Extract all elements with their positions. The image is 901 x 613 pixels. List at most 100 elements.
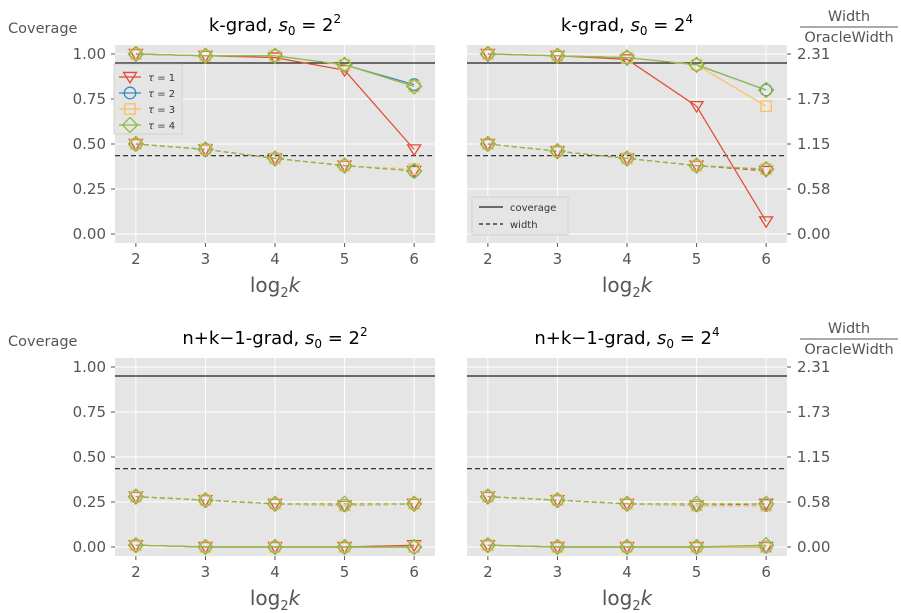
width-diamond-marker: [479, 488, 497, 506]
coverage-triangle-down-marker: [758, 541, 774, 555]
coverage-diamond-marker: [405, 77, 423, 95]
width-diamond-marker: [757, 495, 775, 513]
width-diamond-marker: [266, 495, 284, 513]
coverage-square-marker: [760, 100, 772, 113]
x-tick-label: 2: [131, 250, 141, 268]
width-triangle-down-marker: [619, 153, 635, 166]
panel-title: k-grad, s0 = 22: [209, 12, 341, 38]
panel-title: n+k−1-grad, s0 = 24: [534, 325, 719, 351]
y-tick-label: 0.75: [73, 403, 106, 421]
coverage-triangle-down-marker: [619, 541, 635, 555]
width-diamond-marker: [127, 488, 145, 506]
coverage-diamond-marker: [197, 47, 214, 65]
legend-coverage-label: coverage: [510, 203, 556, 214]
coverage-diamond-marker: [618, 538, 636, 556]
x-axis-label: log2k: [250, 273, 302, 301]
width-square-marker: [482, 490, 494, 503]
coverage-triangle-down-marker: [267, 52, 283, 65]
width-series-line-tau-4: [135, 496, 415, 505]
width-square-marker: [482, 138, 494, 150]
width-diamond-marker: [336, 157, 353, 175]
width-diamond-marker: [549, 491, 566, 509]
coverage-circle-marker: [759, 83, 773, 97]
line-style-legend: coverage width: [471, 196, 569, 236]
x-tick-label: 5: [692, 563, 702, 581]
x-tick-label: 3: [553, 250, 563, 268]
coverage-diamond-marker: [266, 538, 284, 556]
x-tick-label: 6: [409, 250, 419, 268]
width-diamond-marker: [549, 142, 566, 160]
legend-square-icon: [124, 103, 136, 115]
right-y-tick-label: 2.31: [797, 358, 830, 376]
width-diamond-marker: [336, 495, 353, 513]
coverage-triangle-down-marker: [549, 541, 566, 555]
chart-panel-1: 2 3 4 5 6 0.00 0.25 0.50 0.75 1.00 k-grad, s0 = 22…: [73, 12, 435, 301]
panel-title: n+k−1-grad, s0 = 22: [182, 325, 367, 351]
width-diamond-marker: [405, 495, 423, 513]
x-tick-label: 6: [409, 563, 419, 581]
tau-legend-label-3: τ = 3: [148, 105, 175, 116]
coverage-triangle-down-marker: [758, 216, 774, 229]
coverage-diamond-marker: [757, 81, 775, 99]
coverage-diamond-marker: [127, 45, 145, 63]
right-y-tick-label: 1.15: [797, 448, 830, 466]
right-y-tick-label: 1.73: [797, 90, 830, 108]
x-tick-label: 4: [622, 250, 632, 268]
coverage-triangle-down-marker: [688, 101, 705, 114]
coverage-diamond-marker: [336, 538, 353, 556]
x-axis-label: log2k: [602, 273, 654, 301]
width-series-line-tau-4: [487, 496, 767, 505]
right-y-tick-label: 2.31: [797, 45, 830, 63]
y-tick-label: 0.50: [73, 135, 106, 153]
y-tick-label: 1.00: [73, 358, 106, 376]
x-tick-label: 3: [553, 563, 563, 581]
panel-title: k-grad, s0 = 24: [561, 12, 693, 38]
coverage-series-line-tau-4: [487, 53, 767, 91]
legend-diamond-icon: [121, 116, 139, 134]
coverage-series-line-tau-4: [135, 53, 415, 87]
coverage-diamond-marker: [479, 536, 497, 554]
x-tick-label: 5: [340, 563, 350, 581]
width-triangle-down-marker: [406, 165, 422, 179]
line-style-legend-box: [471, 196, 569, 236]
y-tick-label: 0.25: [73, 180, 106, 198]
coverage-diamond-marker: [197, 538, 214, 556]
coverage-series-line-tau-4: [135, 544, 415, 548]
y-tick-label: 0.75: [73, 90, 106, 108]
coverage-triangle-down-marker: [336, 65, 353, 78]
width-diamond-marker: [197, 140, 214, 158]
coverage-diamond-marker: [336, 56, 353, 74]
right-y-tick-label: 0.58: [797, 493, 830, 511]
x-tick-label: 4: [622, 563, 632, 581]
coverage-diamond-marker: [549, 538, 566, 556]
coverage-triangle-down-marker: [406, 144, 422, 157]
right-y-tick-label: 0.00: [797, 225, 830, 243]
width-diamond-marker: [266, 149, 284, 167]
tau-legend-label-2: τ = 2: [148, 89, 175, 100]
x-tick-label: 2: [131, 563, 141, 581]
width-diamond-marker: [197, 491, 214, 509]
width-diamond-marker: [688, 157, 705, 175]
width-diamond-marker: [405, 162, 423, 180]
y-tick-label: 0.50: [73, 448, 106, 466]
width-diamond-marker: [127, 135, 145, 153]
width-diamond-marker: [479, 135, 497, 153]
width-series-line-tau-4: [135, 143, 415, 172]
width-square-marker: [130, 138, 142, 150]
coverage-triangle-down-marker: [197, 50, 214, 63]
width-triangle-down-marker: [758, 165, 774, 179]
right-axis-denominator-bottom: OracleWidth: [804, 342, 893, 358]
tau-legend-label-4: τ = 4: [148, 121, 175, 132]
y-tick-label: 1.00: [73, 45, 106, 63]
width-diamond-marker: [688, 495, 705, 513]
coverage-diamond-marker: [688, 56, 705, 74]
right-y-tick-label: 1.73: [797, 403, 830, 421]
width-series-line-tau-4: [487, 143, 767, 170]
width-diamond-marker: [618, 149, 636, 167]
coverage-square-marker: [338, 58, 351, 71]
coverage-diamond-marker: [549, 47, 566, 65]
x-tick-label: 3: [201, 250, 211, 268]
coverage-diamond-marker: [127, 536, 145, 554]
coverage-square-marker: [408, 80, 420, 93]
